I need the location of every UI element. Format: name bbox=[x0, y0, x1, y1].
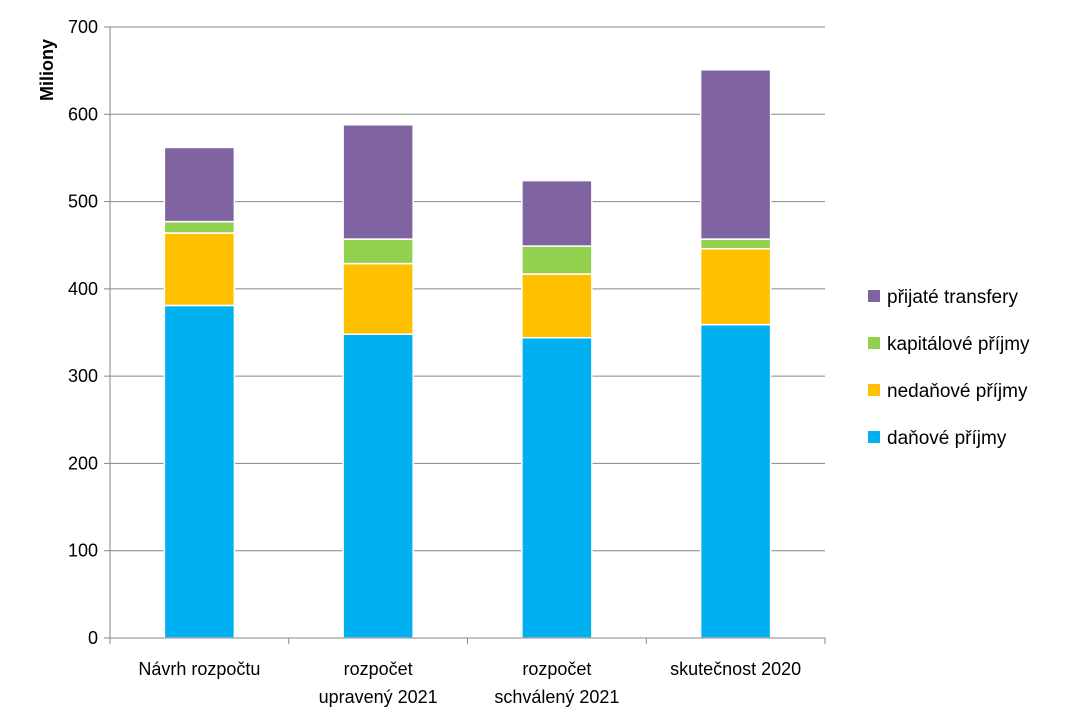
y-tick-label: 300 bbox=[68, 366, 98, 386]
axes bbox=[109, 27, 826, 644]
bar-segment bbox=[699, 247, 772, 326]
x-category-label: Návrh rozpočtu bbox=[138, 659, 260, 679]
bars bbox=[163, 69, 772, 639]
bar-segment bbox=[699, 323, 772, 639]
y-axis-label: Miliony bbox=[37, 39, 57, 101]
y-tick-label: 200 bbox=[68, 453, 98, 473]
bar-segment bbox=[699, 69, 772, 240]
bar-segment bbox=[521, 336, 593, 639]
legend-label: kapitálové příjmy bbox=[887, 334, 1030, 355]
legend-swatch bbox=[868, 431, 880, 443]
legend-swatch bbox=[868, 337, 880, 349]
y-tick-labels: 0 100 200 300 400 500 600 700 bbox=[68, 17, 98, 648]
y-tick-label: 600 bbox=[68, 104, 98, 124]
legend-swatch bbox=[868, 290, 880, 302]
x-category-label: skutečnost 2020 bbox=[670, 659, 801, 679]
bar-segment bbox=[163, 146, 236, 223]
y-tick-label: 100 bbox=[68, 541, 98, 561]
bar-segment bbox=[521, 245, 593, 275]
bar-segment bbox=[342, 333, 414, 639]
bar-segment bbox=[521, 179, 593, 247]
x-category-label: rozpočet bbox=[522, 659, 591, 679]
y-tick-label: 400 bbox=[68, 279, 98, 299]
y-tick-label: 500 bbox=[68, 192, 98, 212]
bar-segment bbox=[163, 304, 236, 639]
bar-segment bbox=[342, 238, 414, 265]
bar-segment bbox=[163, 220, 236, 234]
legend-swatch bbox=[868, 384, 880, 396]
x-category-label: upravený 2021 bbox=[319, 687, 438, 707]
y-tick-label: 700 bbox=[68, 17, 98, 37]
bar-segment bbox=[163, 232, 236, 307]
bar-segment bbox=[521, 273, 593, 339]
x-category-labels: Návrh rozpočtu rozpočet upravený 2021 rozpo… bbox=[138, 659, 801, 707]
bar-segment bbox=[342, 124, 414, 240]
legend-label: přijaté transfery bbox=[887, 287, 1018, 308]
bar-segment bbox=[699, 238, 772, 250]
legend: přijaté transfery kapitálové příjmy nedaňo… bbox=[868, 287, 1030, 449]
x-category-label: rozpočet bbox=[344, 659, 413, 679]
legend-label: nedaňové příjmy bbox=[887, 381, 1028, 402]
y-tick-label: 0 bbox=[88, 628, 98, 648]
legend-label: daňové příjmy bbox=[887, 428, 1007, 449]
bar-segment bbox=[342, 262, 414, 335]
x-category-label: schválený 2021 bbox=[494, 687, 619, 707]
